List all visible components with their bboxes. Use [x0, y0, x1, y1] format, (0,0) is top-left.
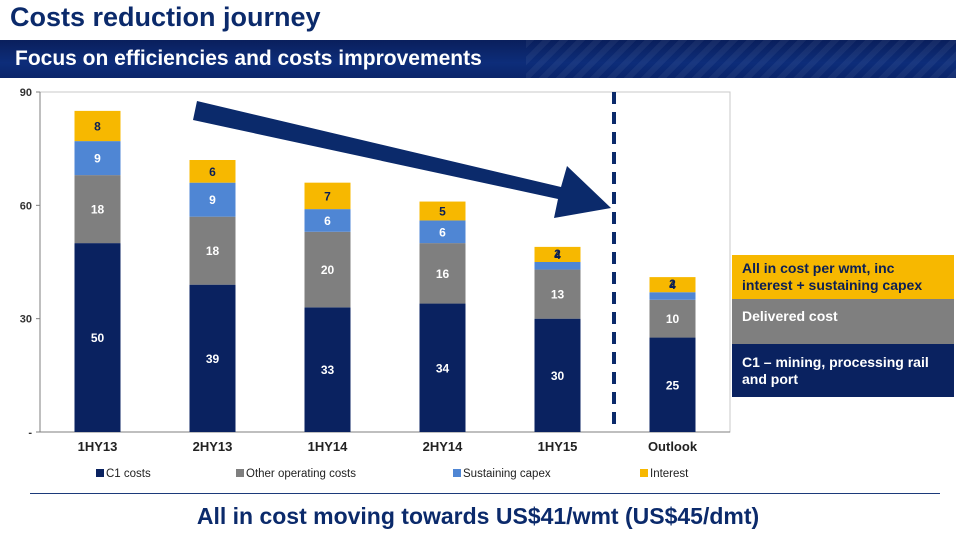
bar-segment	[649, 299, 696, 338]
data-label: 6	[209, 165, 216, 179]
bar-segment	[534, 318, 581, 432]
bar-segment	[189, 160, 236, 183]
legend-box-c1-cost: C1 – mining, processing rail and port	[732, 344, 954, 397]
legend-label: C1 costs	[106, 468, 151, 480]
x-tick-label: 2HY13	[193, 439, 233, 454]
chart-legend: C1 costs Other operating costs Sustaining …	[96, 468, 689, 480]
bars	[74, 110, 696, 432]
subtitle-bar: Focus on efficiencies and costs improvem…	[0, 40, 956, 78]
legend-swatch	[640, 469, 648, 477]
data-label: 20	[321, 263, 335, 277]
page-subtitle: Focus on efficiencies and costs improvem…	[15, 47, 482, 70]
legend-label: Sustaining capex	[463, 468, 551, 480]
bar-segment	[649, 292, 696, 300]
y-tick-label: -	[28, 427, 32, 439]
bar-segment	[419, 303, 466, 432]
bar-segment	[304, 231, 351, 308]
data-label: 34	[436, 361, 450, 375]
data-label: 10	[666, 312, 680, 326]
x-tick-label: 1HY14	[308, 439, 349, 454]
bar-segment	[189, 182, 236, 217]
data-label: 6	[439, 225, 446, 239]
data-label: 8	[94, 120, 101, 134]
bar-segment	[649, 277, 696, 293]
data-label: 18	[206, 244, 220, 258]
bar-segment	[304, 182, 351, 210]
x-tick-label: 1HY13	[78, 439, 118, 454]
data-label: 7	[324, 189, 331, 203]
page-title: Costs reduction journey	[10, 2, 321, 32]
y-tick-label: 90	[20, 87, 32, 99]
subtitle-bar-texture	[526, 40, 956, 78]
data-label: 9	[209, 193, 216, 207]
data-label: 4	[554, 248, 561, 262]
y-tick-label: 30	[20, 314, 32, 326]
legend-label: Interest	[650, 468, 689, 480]
bar-segment	[649, 337, 696, 432]
bar-segment	[74, 141, 121, 176]
legend-box-all-in-cost: All in cost per wmt, inc interest + sust…	[732, 255, 954, 299]
y-axis: - 30 60 90	[20, 87, 41, 439]
trend-arrow	[193, 101, 611, 218]
legend-swatch	[96, 469, 104, 477]
bar-segment	[419, 220, 466, 244]
bar-segment	[304, 307, 351, 432]
footer-divider	[30, 493, 940, 494]
bar-segment	[534, 246, 581, 262]
x-tick-label: Outlook	[648, 439, 698, 454]
bar-segment	[419, 201, 466, 221]
bar-segment	[189, 284, 236, 432]
x-tick-label: 1HY15	[538, 439, 578, 454]
bar-segment	[74, 243, 121, 432]
footer-headline: All in cost moving towards US$41/wmt (US…	[196, 503, 760, 529]
data-label: 30	[551, 369, 565, 383]
legend-swatch	[236, 469, 244, 477]
y-tick-label: 60	[20, 200, 32, 212]
bar-segment	[419, 243, 466, 304]
plot-frame	[39, 91, 731, 433]
x-axis: 1HY13 2HY13 1HY14 2HY14 1HY15 Outlook	[40, 431, 730, 454]
data-label: 39	[206, 352, 220, 366]
bar-segment	[74, 110, 121, 142]
legend-label: Other operating costs	[246, 468, 356, 480]
data-label: 9	[94, 152, 101, 166]
data-label: 50	[91, 331, 105, 345]
data-label: 5	[439, 205, 446, 219]
data-label: 2	[669, 277, 676, 291]
bar-segment	[304, 209, 351, 232]
chart-overlay	[193, 92, 616, 432]
bar-segment	[534, 262, 581, 270]
data-label: 4	[669, 278, 676, 292]
data-label: 2	[554, 247, 561, 261]
data-label: 33	[321, 363, 335, 377]
data-label: 16	[436, 267, 450, 281]
legend-box-delivered-cost: Delivered cost	[732, 299, 954, 344]
bar-segment	[534, 269, 581, 319]
stacked-bar-chart: - 30 60 90 1HY13 2HY13 1HY14 2HY14 1HY15 Outlook…	[20, 87, 731, 480]
data-label: 18	[91, 203, 105, 217]
legend-swatch	[453, 469, 461, 477]
data-label: 6	[324, 214, 331, 228]
data-label: 25	[666, 378, 680, 392]
bar-segment	[189, 216, 236, 285]
bar-segment	[74, 175, 121, 244]
plot-border	[39, 91, 731, 433]
data-label: 13	[551, 288, 565, 302]
x-tick-label: 2HY14	[423, 439, 464, 454]
